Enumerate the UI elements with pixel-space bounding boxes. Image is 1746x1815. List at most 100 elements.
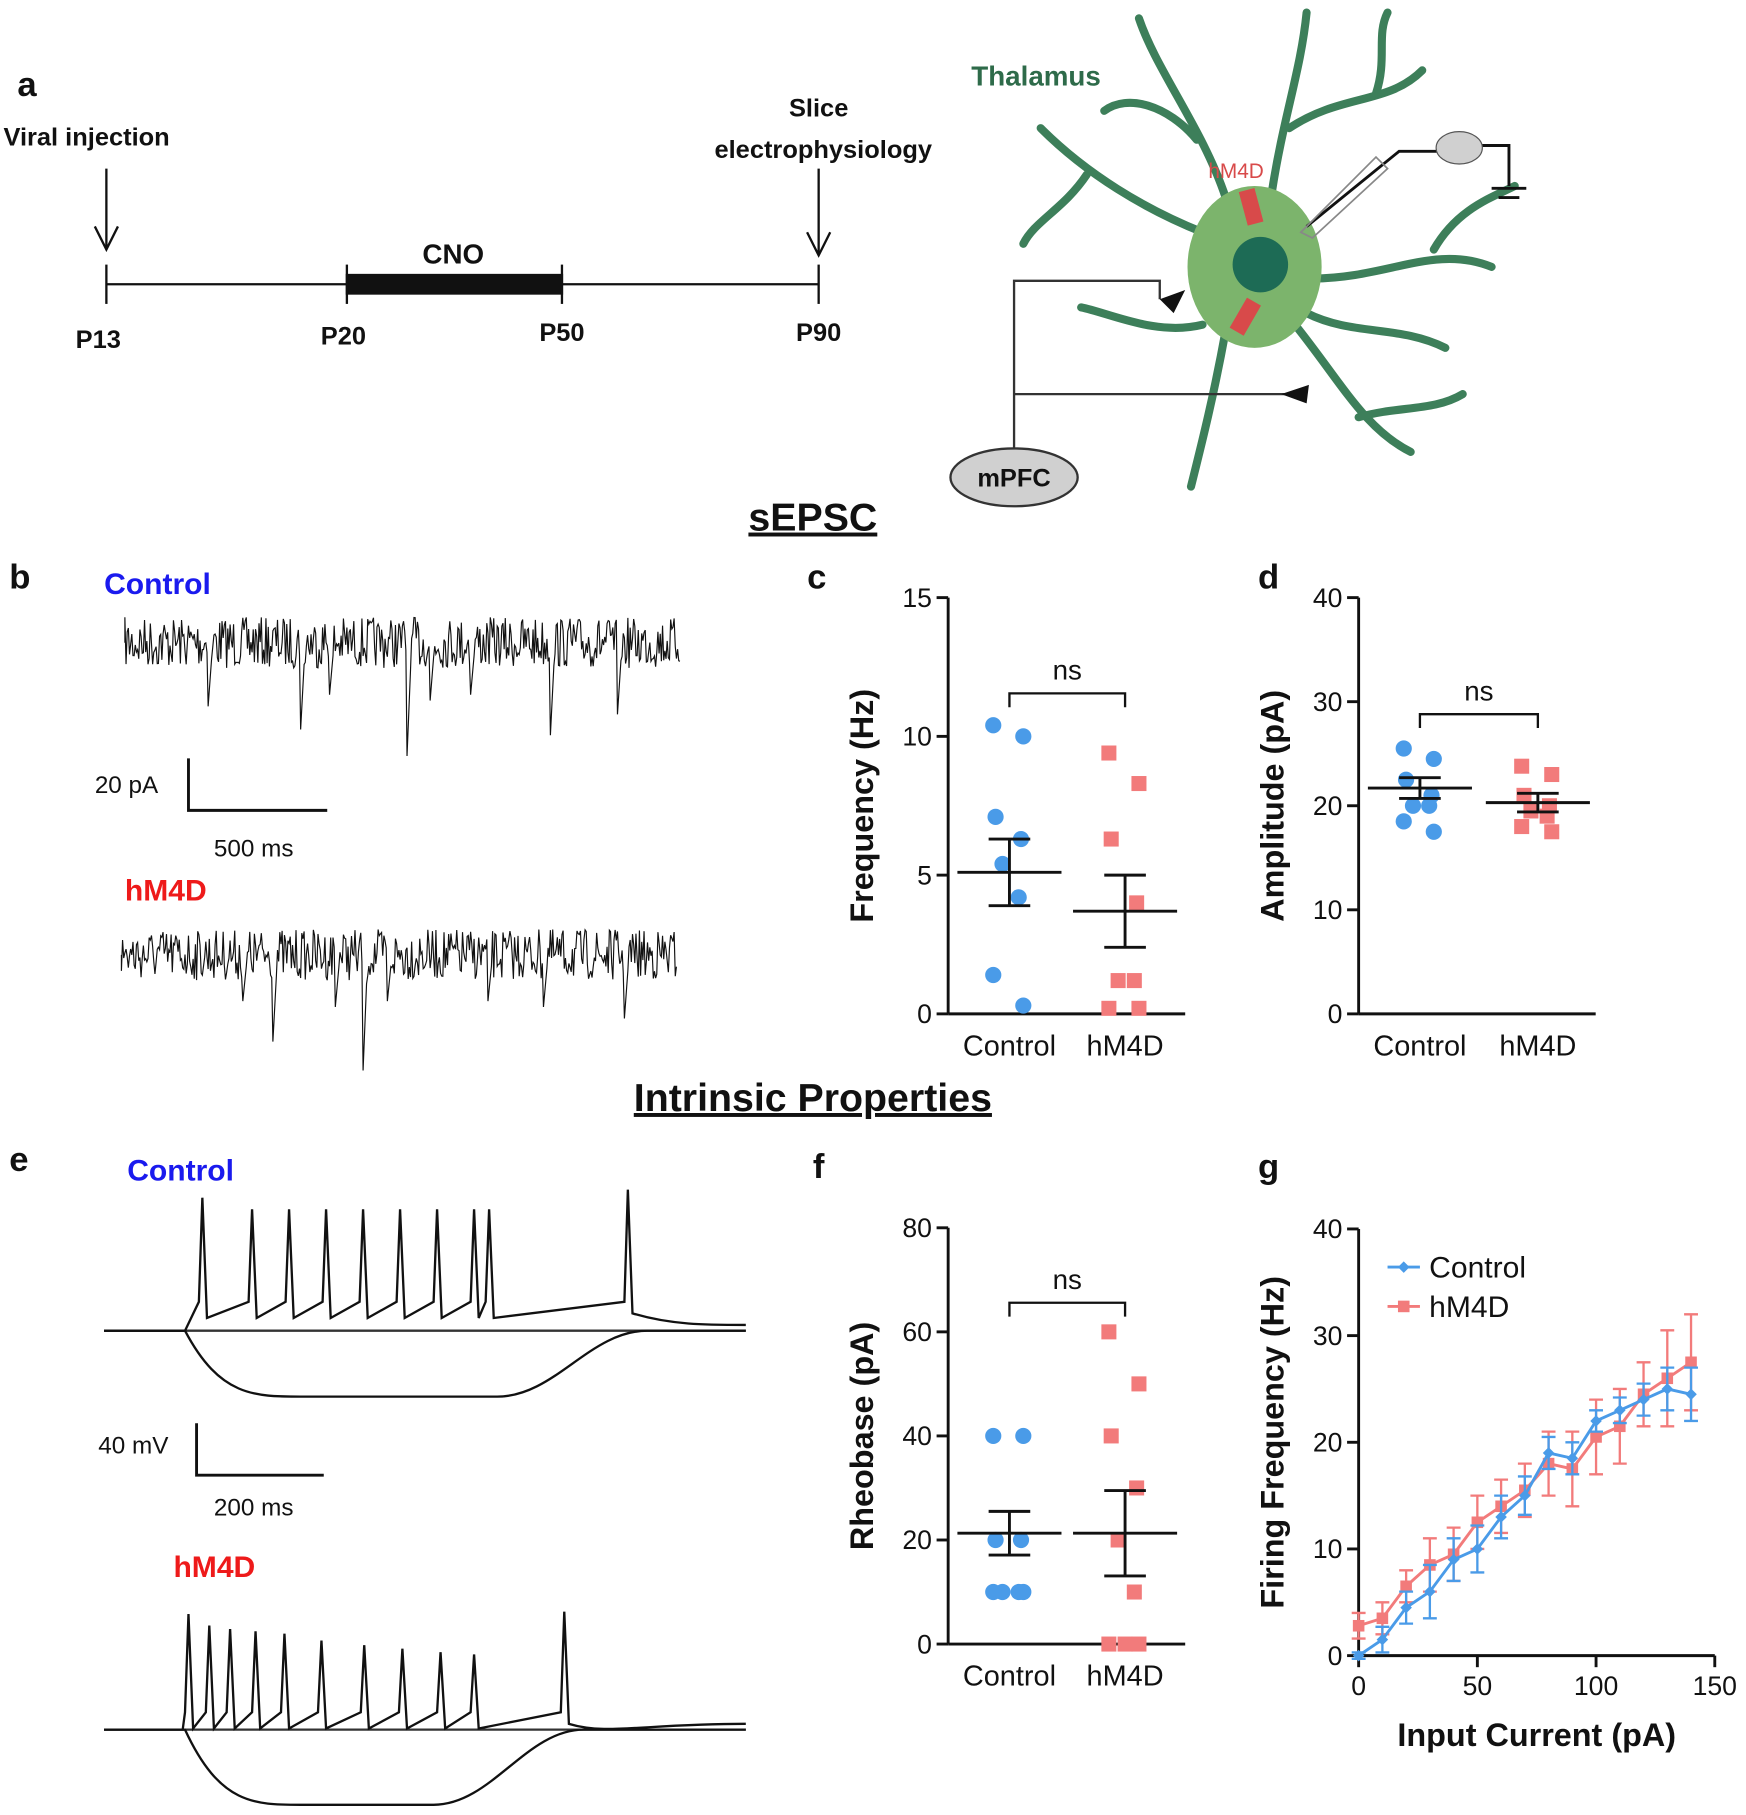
y-tick-label: 80 — [902, 1213, 932, 1243]
data-point — [1542, 1447, 1555, 1459]
y-tick-label: 0 — [917, 999, 932, 1029]
data-point — [1352, 1619, 1365, 1632]
trace — [124, 616, 681, 757]
data-point — [1015, 1583, 1032, 1601]
data-point — [1131, 1000, 1147, 1016]
data-point — [1376, 1612, 1389, 1625]
data-point — [1400, 1601, 1412, 1614]
nucleus — [1232, 236, 1289, 293]
data-point — [1010, 889, 1027, 906]
y-tick-label: 10 — [1313, 895, 1343, 925]
series-line — [1357, 1387, 1692, 1657]
data-point — [985, 1583, 1002, 1601]
data-point — [1400, 1580, 1412, 1593]
y-tick-label: 40 — [902, 1421, 932, 1451]
data-point — [1425, 823, 1442, 840]
legend-marker — [1397, 1261, 1410, 1273]
data-point — [1514, 819, 1530, 835]
receptor-label: hM4D — [1208, 160, 1263, 183]
data-point — [987, 808, 1004, 825]
data-point — [985, 1427, 1002, 1445]
data-point — [1352, 1649, 1365, 1662]
data-point — [1117, 1636, 1133, 1652]
trace — [104, 1611, 746, 1732]
panel-label: e — [9, 1141, 28, 1179]
error-bar — [1399, 776, 1441, 800]
significance-bracket — [1008, 1301, 1127, 1317]
receptor — [1229, 297, 1262, 336]
scale-label: 500 ms — [214, 836, 294, 863]
data-point — [1103, 1428, 1119, 1444]
data-point — [1101, 745, 1117, 761]
trace — [104, 1728, 746, 1806]
data-point — [1519, 1489, 1531, 1502]
x-tick-label: 50 — [1463, 1671, 1493, 1701]
data-point — [1131, 776, 1147, 792]
data-point — [1516, 787, 1532, 803]
y-tick-label: 0 — [1328, 1641, 1343, 1671]
data-point — [1101, 1324, 1117, 1340]
data-point — [1425, 750, 1442, 768]
panel-label: a — [17, 66, 37, 104]
y-axis-label: Rheobase (pA) — [844, 1322, 880, 1550]
data-point — [985, 717, 1002, 734]
neuron — [1019, 8, 1519, 491]
group-label: Control — [127, 1154, 234, 1187]
data-point — [1131, 1376, 1147, 1392]
data-point — [1447, 1553, 1460, 1566]
scale-bar — [195, 1423, 324, 1477]
data-point — [1397, 771, 1415, 788]
y-tick-label: 30 — [1313, 1321, 1343, 1351]
age-label: P20 — [321, 322, 366, 350]
age-label: P13 — [76, 326, 121, 354]
trace — [104, 1329, 746, 1398]
data-point — [1376, 1633, 1389, 1646]
amplifier — [1435, 131, 1483, 165]
timeline-label: electrophysiology — [714, 136, 932, 164]
projection — [1012, 279, 1290, 450]
significance-bracket — [1008, 692, 1127, 708]
data-point — [1015, 997, 1032, 1014]
age-label: P90 — [796, 319, 841, 347]
data-point — [1129, 895, 1145, 911]
data-point — [1110, 973, 1126, 989]
x-tick-label: Control — [1373, 1031, 1466, 1063]
group-label: Control — [104, 568, 211, 601]
data-point — [1126, 1584, 1142, 1600]
synapse — [1281, 384, 1309, 404]
scale-label: 20 pA — [95, 772, 159, 799]
trace — [104, 1189, 746, 1332]
x-tick-label: Control — [963, 1661, 1056, 1693]
y-tick-label: 40 — [1313, 583, 1343, 613]
panel-label: f — [813, 1148, 825, 1186]
section-title: sEPSC — [748, 496, 877, 540]
significance-bracket — [1418, 713, 1540, 729]
data-point — [1421, 797, 1438, 814]
y-tick-label: 15 — [902, 583, 932, 613]
error-bar — [1517, 791, 1559, 814]
panel-label: g — [1258, 1148, 1279, 1186]
significance-label: ns — [1053, 1264, 1082, 1295]
legend-label: Control — [1429, 1252, 1526, 1285]
synapse — [1159, 290, 1186, 314]
data-point — [1101, 1636, 1117, 1652]
x-tick-label: Control — [963, 1031, 1056, 1063]
timeline — [93, 168, 832, 304]
data-point — [1514, 758, 1530, 774]
section-title: Intrinsic Properties — [634, 1076, 992, 1120]
data-point — [1495, 1511, 1507, 1523]
data-point — [987, 1531, 1004, 1549]
y-tick-label: 0 — [1328, 999, 1343, 1029]
timeline-label: Slice — [789, 95, 848, 123]
y-tick-label: 10 — [902, 722, 932, 752]
receptor — [1238, 187, 1264, 226]
data-point — [1544, 767, 1560, 783]
x-axis-label: Input Current (pA) — [1397, 1717, 1676, 1753]
data-point — [1395, 740, 1412, 757]
y-tick-label: 60 — [902, 1317, 932, 1347]
legend-label: hM4D — [1429, 1291, 1509, 1324]
scale-bar — [187, 758, 328, 812]
data-point — [1471, 1543, 1484, 1555]
data-point — [1131, 1636, 1147, 1652]
